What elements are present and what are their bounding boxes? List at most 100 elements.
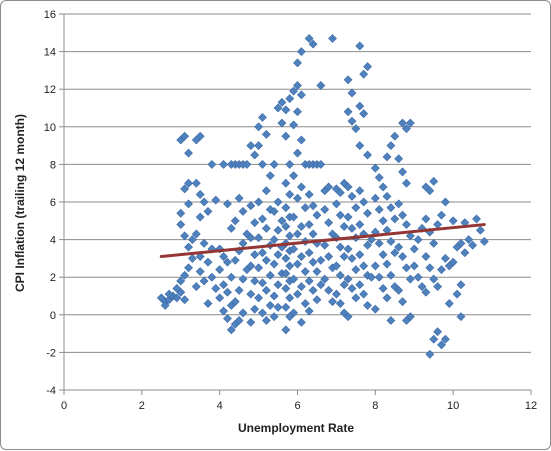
data-point xyxy=(285,293,295,303)
y-tick-label: 12 xyxy=(44,84,56,96)
data-point xyxy=(429,176,439,186)
data-point xyxy=(191,229,201,239)
data-point xyxy=(367,272,376,282)
data-point xyxy=(261,186,271,196)
data-point xyxy=(195,131,205,141)
data-point xyxy=(320,205,330,214)
data-point xyxy=(285,261,295,271)
data-point xyxy=(324,182,334,192)
data-point xyxy=(304,220,314,229)
data-point xyxy=(398,118,407,128)
data-point xyxy=(448,257,458,267)
data-point xyxy=(293,148,302,158)
data-point xyxy=(269,259,279,269)
data-point xyxy=(296,222,306,231)
data-point xyxy=(402,220,411,229)
data-point xyxy=(402,178,411,188)
data-point xyxy=(242,159,252,169)
trendline-group xyxy=(159,223,486,259)
data-point xyxy=(289,171,299,181)
data-point xyxy=(207,159,217,169)
axes xyxy=(59,13,532,395)
data-point xyxy=(261,129,271,139)
data-point xyxy=(339,222,349,231)
data-point xyxy=(250,304,260,314)
data-point xyxy=(289,274,299,284)
y-tick-label: 6 xyxy=(50,197,56,209)
data-point xyxy=(184,242,193,252)
data-point xyxy=(413,272,423,282)
data-point xyxy=(316,280,326,290)
data-point xyxy=(254,293,264,303)
data-point xyxy=(374,173,384,182)
data-point xyxy=(433,282,443,292)
data-point xyxy=(421,287,431,297)
data-point xyxy=(184,148,193,158)
data-point xyxy=(359,261,369,271)
data-point xyxy=(176,220,186,229)
data-point xyxy=(281,222,291,231)
data-point xyxy=(355,186,365,196)
data-point xyxy=(281,325,291,335)
data-point xyxy=(398,167,407,177)
data-point xyxy=(258,278,267,288)
data-point xyxy=(398,210,407,220)
data-point xyxy=(184,199,193,209)
data-point xyxy=(468,240,478,250)
data-point xyxy=(269,235,279,245)
data-point xyxy=(386,270,396,280)
data-point xyxy=(409,244,419,254)
data-point xyxy=(409,261,419,271)
data-point xyxy=(370,304,380,314)
data-point xyxy=(370,261,380,271)
data-point xyxy=(265,270,275,280)
data-point xyxy=(172,293,182,303)
data-point xyxy=(273,250,283,260)
data-point xyxy=(328,34,337,43)
data-point xyxy=(293,193,302,203)
data-point xyxy=(456,280,466,290)
data-point xyxy=(343,312,353,322)
data-point xyxy=(304,306,314,316)
data-point xyxy=(308,285,318,295)
x-tick-label: 2 xyxy=(139,400,145,412)
data-point xyxy=(421,252,431,261)
data-point xyxy=(448,216,458,226)
data-point xyxy=(363,208,372,218)
data-point xyxy=(374,272,384,282)
data-point xyxy=(331,261,341,271)
data-point xyxy=(300,203,310,213)
data-point xyxy=(433,220,443,229)
data-point xyxy=(300,299,310,308)
data-point xyxy=(246,317,256,327)
data-point xyxy=(452,289,462,299)
data-point xyxy=(382,259,392,269)
data-point xyxy=(215,265,225,275)
data-point xyxy=(296,182,306,192)
data-point xyxy=(382,293,392,303)
data-point xyxy=(339,280,349,290)
data-point xyxy=(359,197,369,207)
data-point xyxy=(343,274,353,284)
data-point xyxy=(347,191,357,201)
data-point xyxy=(437,210,446,220)
data-point xyxy=(351,124,361,134)
data-point xyxy=(394,199,404,209)
data-point xyxy=(347,116,357,126)
data-point xyxy=(180,231,190,241)
data-point xyxy=(394,154,404,164)
data-point xyxy=(281,269,291,278)
data-point xyxy=(390,131,400,141)
data-point xyxy=(289,120,299,130)
data-point xyxy=(359,289,369,299)
data-point xyxy=(250,250,260,260)
data-point xyxy=(390,214,400,224)
data-point xyxy=(405,231,415,241)
data-point xyxy=(273,197,283,207)
data-point xyxy=(281,253,291,263)
data-point xyxy=(304,190,314,199)
data-point xyxy=(347,88,357,98)
x-tick-label: 8 xyxy=(372,400,378,412)
data-point xyxy=(199,238,209,248)
